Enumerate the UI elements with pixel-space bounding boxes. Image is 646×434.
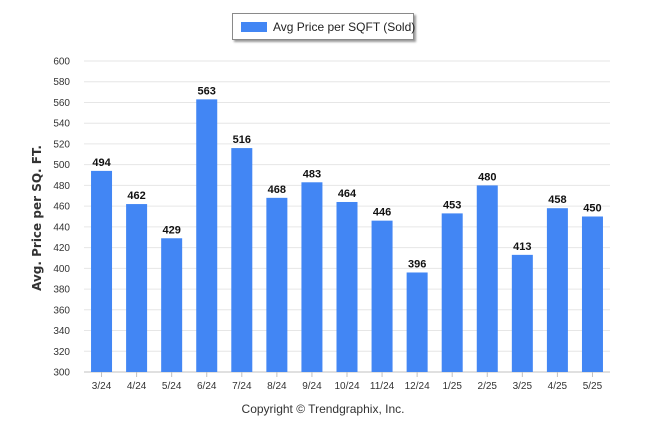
data-label: 516: [233, 134, 251, 146]
copyright-text: Copyright © Trendgraphix, Inc.: [241, 402, 405, 416]
x-tick-label: 10/24: [334, 381, 359, 392]
data-label: 483: [303, 168, 321, 180]
y-tick-label: 400: [53, 264, 70, 275]
data-label: 458: [548, 194, 566, 206]
y-tick-label: 300: [53, 368, 70, 379]
data-label: 453: [443, 199, 461, 211]
x-tick-label: 5/24: [162, 381, 182, 392]
bar: [266, 197, 288, 372]
x-tick-label: 7/24: [232, 381, 252, 392]
data-label: 446: [373, 207, 391, 219]
bar: [196, 99, 218, 373]
x-tick-label: 4/24: [127, 381, 147, 392]
bar: [546, 208, 568, 372]
x-tick-label: 2/25: [478, 381, 498, 392]
y-tick-label: 360: [53, 305, 70, 316]
bar: [231, 148, 253, 372]
y-tick-label: 460: [53, 202, 70, 213]
bar: [301, 182, 323, 372]
x-tick-label: 1/25: [442, 381, 462, 392]
bar: [336, 201, 358, 372]
bar: [91, 170, 113, 372]
y-tick-label: 380: [53, 285, 70, 296]
y-tick-label: 560: [53, 98, 70, 109]
data-label: 429: [162, 224, 180, 236]
y-tick-label: 440: [53, 222, 70, 233]
y-tick-label: 580: [53, 77, 70, 88]
y-tick-label: 320: [53, 347, 70, 358]
data-label: 450: [583, 203, 601, 215]
y-tick-label: 520: [53, 139, 70, 150]
bar: [161, 238, 183, 372]
y-tick-label: 480: [53, 181, 70, 192]
x-tick-label: 9/24: [302, 381, 322, 392]
data-label: 462: [127, 190, 145, 202]
y-tick-label: 500: [53, 160, 70, 171]
legend-label: Avg Price per SQFT (Sold): [273, 19, 416, 34]
bar: [476, 185, 498, 372]
x-tick-label: 3/24: [92, 381, 112, 392]
legend: Avg Price per SQFT (Sold): [232, 13, 416, 40]
x-tick-label: 8/24: [267, 381, 287, 392]
data-label: 494: [92, 157, 111, 169]
x-tick-label: 6/24: [197, 381, 217, 392]
data-label: 413: [513, 241, 531, 253]
x-tick-label: 4/25: [548, 381, 568, 392]
legend-swatch: [241, 21, 267, 32]
x-tick-label: 12/24: [405, 381, 430, 392]
x-tick-label: 5/25: [583, 381, 603, 392]
data-label: 480: [478, 171, 496, 183]
data-label: 464: [338, 188, 357, 200]
y-axis-title: Avg. Price per SQ. FT.: [30, 145, 44, 291]
bar: [511, 254, 533, 372]
bar: [126, 204, 148, 372]
data-label: 563: [198, 85, 216, 97]
bar: [441, 213, 463, 372]
x-tick-label: 11/24: [370, 381, 395, 392]
y-tick-label: 340: [53, 326, 70, 337]
y-tick-label: 420: [53, 243, 70, 254]
x-tick-label: 3/25: [513, 381, 533, 392]
y-tick-label: 600: [53, 57, 70, 68]
y-tick-label: 540: [53, 119, 70, 130]
data-label: 396: [408, 258, 426, 270]
bar: [406, 272, 428, 372]
bar: [371, 220, 393, 372]
bar: [581, 216, 603, 372]
data-label: 468: [268, 184, 286, 196]
